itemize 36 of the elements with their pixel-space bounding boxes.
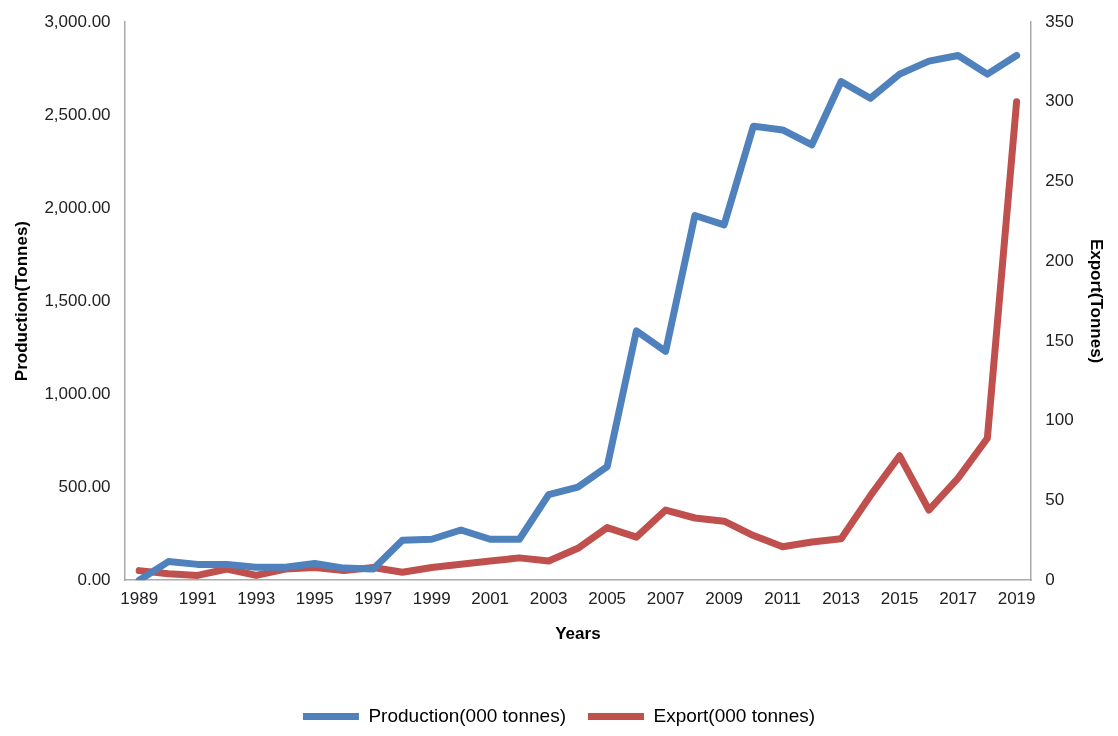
y-tick-label: 500.00: [58, 476, 111, 496]
y2-tick-label: 250: [1045, 171, 1074, 191]
x-tick-label: 2019: [997, 589, 1036, 609]
x-tick-label: 2011: [764, 589, 801, 609]
y2-tick-label: 50: [1045, 490, 1065, 510]
y2-tick-label: 0: [1045, 569, 1055, 589]
y2-axis-title: Export(Tonnes): [1087, 238, 1107, 364]
y2-tick-label: 100: [1045, 410, 1074, 430]
y2-tick-label: 350: [1045, 11, 1074, 31]
x-tick-label: 2005: [588, 589, 627, 609]
x-tick-label: 2001: [471, 589, 510, 609]
y2-tick-label: 300: [1045, 91, 1074, 111]
legend-label: Production(000 tonnes): [368, 704, 566, 726]
x-tick-label: 1997: [354, 589, 393, 609]
y-tick-label: 1,000.00: [44, 383, 111, 403]
y-tick-label: 3,000.00: [44, 11, 111, 31]
x-tick-label: 1995: [295, 589, 334, 609]
x-tick-label: 2015: [880, 589, 919, 609]
y2-tick-label: 150: [1045, 330, 1074, 350]
x-axis-title: Years: [555, 624, 601, 644]
x-tick-label: 2017: [939, 589, 978, 609]
y-tick-label: 2,500.00: [44, 104, 111, 124]
x-tick-label: 2013: [822, 589, 861, 609]
y-tick-label: 2,000.00: [44, 197, 111, 217]
x-tick-label: 2003: [529, 589, 568, 609]
x-tick-label: 2009: [705, 589, 744, 609]
legend-label: Export(000 tonnes): [653, 704, 816, 726]
y2-tick-label: 200: [1045, 250, 1074, 270]
x-tick-label: 1989: [120, 589, 159, 609]
x-tick-label: 1999: [412, 589, 451, 609]
y-tick-label: 1,500.00: [44, 290, 111, 310]
x-tick-label: 2007: [646, 589, 685, 609]
y-axis-title: Production(Tonnes): [11, 220, 31, 382]
y-tick-label: 0.00: [77, 569, 111, 589]
x-tick-label: 1993: [237, 589, 276, 609]
x-tick-label: 1991: [178, 589, 217, 609]
